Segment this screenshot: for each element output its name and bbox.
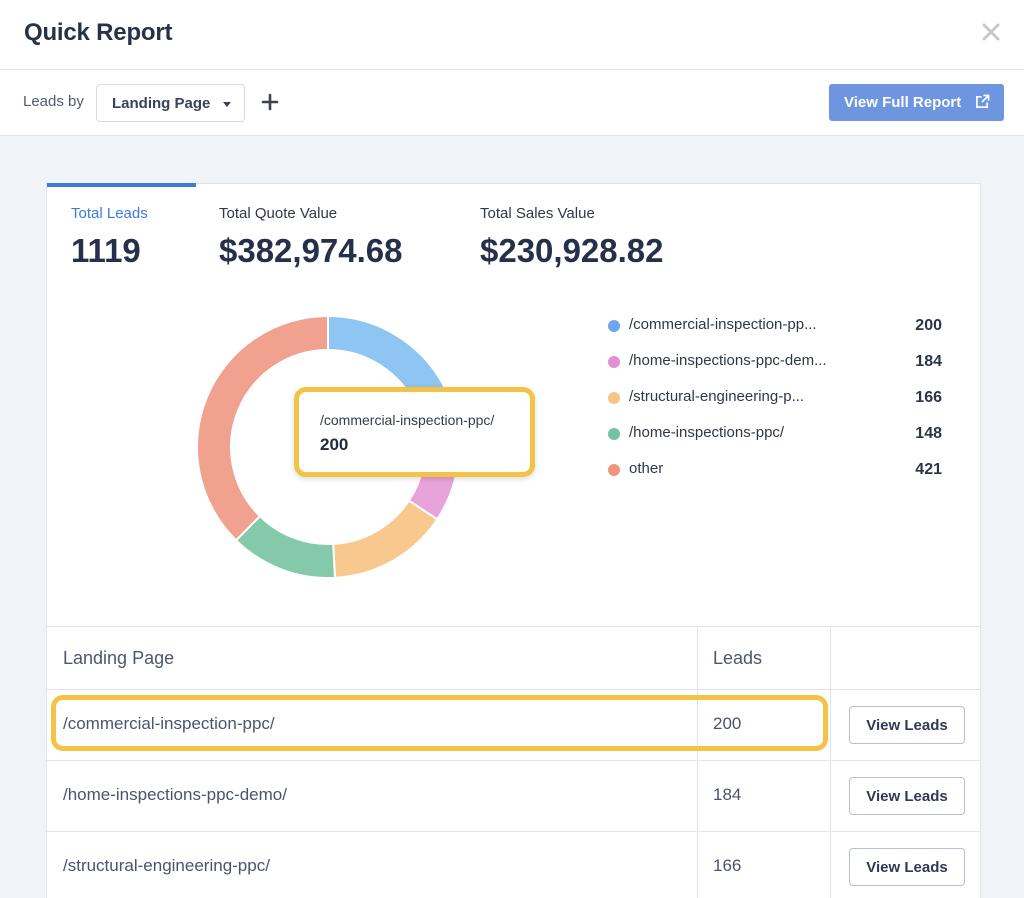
chart-tooltip: /commercial-inspection-ppc/ 200 (294, 387, 535, 477)
leads-count-cell: 166 (713, 856, 742, 875)
external-link-icon (976, 94, 990, 108)
metric-label-total-quote-value[interactable]: Total Quote Value (219, 205, 338, 222)
active-tab-indicator (47, 183, 196, 187)
legend-item[interactable]: /commercial-inspection-pp... 200 (608, 316, 948, 338)
legend-label: /structural-engineering-p... (629, 388, 805, 405)
legend-dot (608, 392, 620, 404)
table-row: /structural-engineering-ppc/ 166 View Le… (47, 832, 980, 898)
legend-label: /home-inspections-ppc-dem... (629, 352, 827, 369)
tooltip-label: /commercial-inspection-ppc/ (320, 412, 495, 428)
report-card: Total Leads 1119 Total Quote Value $382,… (46, 183, 981, 898)
legend-label: /home-inspections-ppc/ (629, 424, 785, 441)
legend-dot (608, 428, 620, 440)
landing-page-cell: /commercial-inspection-ppc/ (63, 714, 275, 733)
metric-value-total-sales-value: $230,928.82 (480, 232, 664, 269)
legend-value: 166 (915, 389, 942, 406)
view-leads-label: View Leads (866, 717, 948, 734)
modal-title: Quick Report (24, 19, 173, 46)
legend-value: 184 (915, 353, 942, 370)
view-leads-button[interactable]: View Leads (849, 848, 965, 886)
legend-value: 421 (915, 461, 942, 478)
group-by-value: Landing Page (112, 95, 211, 112)
metric-value-total-leads: 1119 (71, 232, 141, 269)
legend-value: 148 (915, 425, 942, 442)
legend-item[interactable]: /home-inspections-ppc/ 148 (608, 424, 948, 446)
legend-label: other (629, 460, 664, 477)
leads-count-cell: 200 (713, 714, 742, 733)
modal-header: Quick Report (0, 0, 1024, 70)
view-full-report-label: View Full Report (844, 94, 962, 111)
metric-label-total-sales-value[interactable]: Total Sales Value (480, 205, 595, 222)
leads-by-label: Leads by (23, 93, 84, 110)
view-leads-button[interactable]: View Leads (849, 777, 965, 815)
legend-dot (608, 356, 620, 368)
view-leads-label: View Leads (866, 859, 948, 876)
legend-dot (608, 464, 620, 476)
column-header-landing-page[interactable]: Landing Page (63, 648, 175, 668)
legend-item[interactable]: /structural-engineering-p... 166 (608, 388, 948, 410)
view-leads-label: View Leads (866, 788, 948, 805)
close-icon[interactable] (979, 20, 1003, 44)
legend-item[interactable]: /home-inspections-ppc-dem... 184 (608, 352, 948, 374)
tooltip-value: 200 (320, 435, 349, 454)
metric-label-total-leads[interactable]: Total Leads (71, 205, 148, 222)
view-full-report-button[interactable]: View Full Report (829, 84, 1004, 121)
group-by-select[interactable]: Landing Page (96, 84, 245, 122)
column-header-leads[interactable]: Leads (713, 648, 763, 668)
plus-icon[interactable] (258, 90, 282, 114)
donut-slice[interactable] (332, 499, 439, 579)
landing-page-cell: /structural-engineering-ppc/ (63, 856, 270, 875)
metric-value-total-quote-value: $382,974.68 (219, 232, 403, 269)
landing-page-cell: /home-inspections-ppc-demo/ (63, 785, 287, 804)
table-row: /home-inspections-ppc-demo/ 184 View Lea… (47, 761, 980, 832)
legend-item[interactable]: other 421 (608, 460, 948, 482)
legend-label: /commercial-inspection-pp... (629, 316, 817, 333)
legend-dot (608, 320, 620, 332)
column-divider (697, 626, 698, 898)
view-leads-button[interactable]: View Leads (849, 706, 965, 744)
donut-slice[interactable] (196, 314, 329, 542)
leads-count-cell: 184 (713, 785, 742, 804)
caret-down-icon (223, 102, 231, 107)
row-highlight (51, 695, 828, 751)
legend-value: 200 (915, 317, 942, 334)
toolbar: Leads by Landing Page View Full Report (0, 70, 1024, 136)
table-row: /commercial-inspection-ppc/ 200 View Lea… (47, 690, 980, 761)
column-divider (830, 626, 831, 898)
table-header: Landing Page Leads (47, 626, 980, 690)
